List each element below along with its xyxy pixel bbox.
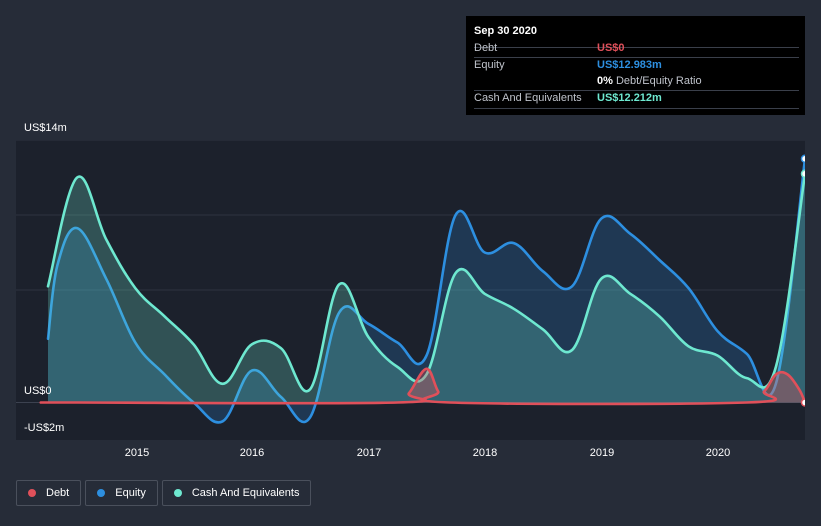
- legend-item-cash[interactable]: Cash And Equivalents: [161, 480, 312, 506]
- tooltip-date: Sep 30 2020: [474, 25, 537, 37]
- tooltip-divider: [474, 108, 799, 109]
- x-tick-2017: 2017: [356, 447, 382, 459]
- x-tick-2015: 2015: [124, 447, 150, 459]
- tooltip-divider: [474, 90, 799, 91]
- legend-label-equity: Equity: [115, 487, 146, 499]
- series-line-debt: [39, 367, 805, 406]
- series-endpoint-cash: [800, 169, 805, 178]
- y-axis-label-zero: US$0: [24, 385, 52, 397]
- tooltip-row-debt: Debt US$0: [474, 42, 799, 58]
- series-endpoint-debt: [800, 398, 805, 407]
- x-tick-2018: 2018: [472, 447, 498, 459]
- tooltip-equity-label: Equity: [474, 59, 505, 71]
- series-line-equity: [46, 157, 805, 424]
- tooltip-panel: Sep 30 2020 Debt US$0 Equity US$12.983m …: [466, 16, 805, 115]
- legend-dot-debt-icon: [28, 489, 36, 497]
- tooltip-debt-value: US$0: [597, 42, 625, 54]
- tooltip-equity-value: US$12.983m: [597, 59, 662, 71]
- tooltip-row-cash: Cash And Equivalents US$12.212m: [474, 92, 799, 108]
- y-axis-label-top: US$14m: [24, 122, 67, 134]
- tooltip-ratio: 0% Debt/Equity Ratio: [597, 75, 702, 87]
- tooltip-cash-value: US$12.212m: [597, 92, 662, 104]
- chart-plot-area: [16, 140, 805, 440]
- tooltip-ratio-label: Debt/Equity Ratio: [615, 75, 702, 87]
- legend-item-debt[interactable]: Debt: [16, 480, 82, 506]
- tooltip-divider: [474, 57, 799, 58]
- chart-legend: Debt Equity Cash And Equivalents: [16, 480, 312, 508]
- tooltip-debt-label: Debt: [474, 42, 498, 54]
- tooltip-divider: [474, 47, 799, 48]
- series-area-debt: [40, 368, 805, 404]
- series-area-cash: [48, 173, 805, 403]
- tooltip-cash-label: Cash And Equivalents: [474, 92, 582, 104]
- tooltip-row-equity: Equity US$12.983m: [474, 59, 799, 75]
- legend-item-equity[interactable]: Equity: [85, 480, 158, 506]
- x-tick-2019: 2019: [589, 447, 615, 459]
- legend-dot-equity-icon: [97, 489, 106, 497]
- x-tick-2016: 2016: [239, 447, 265, 459]
- legend-dot-cash-icon: [173, 489, 182, 497]
- chart-svg[interactable]: [16, 140, 805, 440]
- legend-label-debt: Debt: [46, 487, 70, 499]
- legend-label-cash: Cash And Equivalents: [191, 487, 300, 499]
- x-tick-2020: 2020: [705, 447, 731, 459]
- y-axis-label-bottom: -US$2m: [24, 422, 65, 434]
- series-line-cash: [46, 172, 805, 393]
- tooltip-ratio-value: 0%: [597, 75, 613, 87]
- series-area-equity: [48, 158, 805, 423]
- series-endpoint-equity: [800, 154, 805, 163]
